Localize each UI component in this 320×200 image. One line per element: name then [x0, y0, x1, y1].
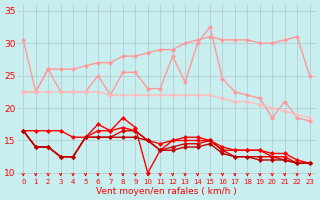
- X-axis label: Vent moyen/en rafales ( km/h ): Vent moyen/en rafales ( km/h ): [96, 187, 237, 196]
